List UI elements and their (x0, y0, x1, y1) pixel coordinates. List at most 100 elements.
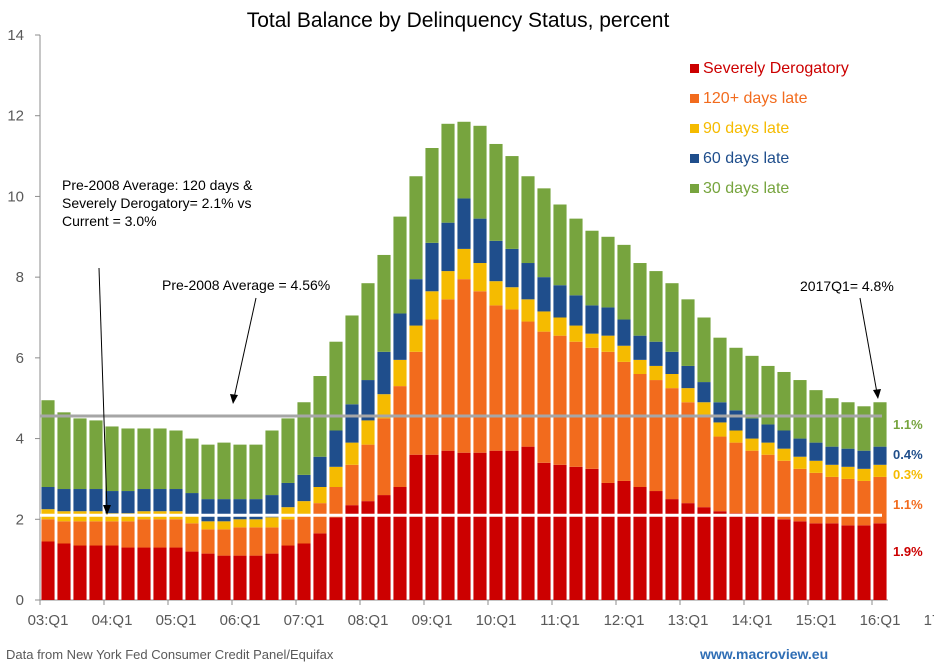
bar-segment-severely-derogatory (425, 454, 439, 600)
bar-segment-60-days-late (585, 305, 599, 334)
y-tick-label: 12 (7, 108, 24, 125)
bar-segment-120-days-late (729, 442, 743, 514)
bar-segment-90-days-late (249, 519, 263, 528)
bar-segment-severely-derogatory (233, 555, 247, 600)
bar-segment-90-days-late (265, 517, 279, 528)
bar-segment-90-days-late (329, 466, 343, 487)
y-tick-label: 6 (16, 350, 24, 367)
bar-segment-30-days-late (249, 444, 263, 500)
bar-segment-90-days-late (681, 388, 695, 403)
bar-segment-severely-derogatory (169, 547, 183, 600)
bar-segment-30-days-late (361, 283, 375, 381)
bar-segment-30-days-late (425, 148, 439, 243)
bar-segment-30-days-late (169, 430, 183, 490)
bar-segment-60-days-late (457, 198, 471, 249)
bar-segment-30-days-late (537, 188, 551, 278)
bar-segment-60-days-late (377, 351, 391, 395)
bar-segment-60-days-late (73, 489, 87, 512)
bar-segment-severely-derogatory (457, 452, 471, 600)
bar-segment-severely-derogatory (745, 513, 759, 600)
bar-segment-30-days-late (617, 244, 631, 320)
bar-segment-severely-derogatory (41, 541, 55, 600)
y-tick-label: 8 (16, 269, 24, 286)
footer-website[interactable]: www.macroview.eu (699, 646, 828, 662)
bar-segment-30-days-late (729, 347, 743, 411)
bar-segment-120-days-late (297, 515, 311, 544)
bar-segment-120-days-late (409, 351, 423, 455)
bar-segment-30-days-late (297, 402, 311, 475)
bar-segment-60-days-late (281, 482, 295, 508)
bar-segment-30-days-late (185, 438, 199, 494)
bar-segment-120-days-late (857, 480, 871, 526)
annotation-arrows (98, 267, 881, 515)
bar-segment-60-days-late (537, 277, 551, 312)
bar-segment-120-days-late (841, 478, 855, 526)
end-label: 0.3% (893, 467, 923, 482)
bar-segment-120-days-late (377, 418, 391, 496)
x-tick-label: 15:Q1 (796, 612, 837, 629)
bar-segment-severely-derogatory (121, 547, 135, 600)
bar-segment-30-days-late (329, 341, 343, 431)
bar-segment-60-days-late (121, 491, 135, 514)
bar-segment-60-days-late (649, 341, 663, 366)
x-tick-label: 12:Q1 (604, 612, 645, 629)
bar-segment-30-days-late (105, 426, 119, 492)
bar-segment-60-days-late (809, 442, 823, 461)
bar-segment-60-days-late (601, 307, 615, 336)
bar-segment-120-days-late (793, 468, 807, 522)
bar-segment-severely-derogatory (217, 555, 231, 600)
bar-segment-60-days-late (505, 248, 519, 288)
bar-segment-severely-derogatory (585, 468, 599, 600)
bar-segment-severely-derogatory (313, 533, 327, 600)
bar-segment-30-days-late (697, 317, 711, 383)
y-tick-label: 14 (7, 27, 24, 44)
bar-segment-30-days-late (265, 430, 279, 496)
bar-segment-90-days-late (377, 394, 391, 419)
annotation-latest: 2017Q1= 4.8% (800, 278, 894, 294)
bar-segment-severely-derogatory (857, 525, 871, 600)
bar-segment-severely-derogatory (649, 491, 663, 600)
legend-label: 90 days late (703, 120, 789, 137)
bar-segment-severely-derogatory (761, 515, 775, 600)
bars-layer (41, 121, 887, 601)
bar-segment-90-days-late (857, 468, 871, 481)
bar-segment-90-days-late (281, 507, 295, 520)
bar-segment-120-days-late (521, 321, 535, 447)
bar-segment-120-days-late (361, 444, 375, 502)
bar-segment-severely-derogatory (505, 450, 519, 600)
bar-segment-30-days-late (521, 176, 535, 264)
bar-segment-90-days-late (729, 430, 743, 443)
bar-segment-60-days-late (553, 285, 567, 318)
bar-segment-120-days-late (185, 523, 199, 552)
bar-segment-severely-derogatory (137, 547, 151, 600)
bar-segment-120-days-late (249, 527, 263, 556)
bar-segment-60-days-late (217, 499, 231, 522)
bar-segment-90-days-late (745, 438, 759, 451)
bar-segment-90-days-late (489, 281, 503, 306)
legend-swatch (690, 154, 699, 163)
bar-segment-90-days-late (121, 513, 135, 522)
bar-segment-60-days-late (265, 495, 279, 518)
bar-segment-120-days-late (873, 476, 887, 524)
y-tick-label: 0 (16, 592, 24, 609)
bar-segment-30-days-late (761, 365, 775, 425)
bar-segment-30-days-late (489, 143, 503, 241)
bar-segment-90-days-late (649, 365, 663, 381)
bar-segment-severely-derogatory (537, 462, 551, 600)
bar-segment-120-days-late (265, 527, 279, 554)
bar-segment-severely-derogatory (601, 482, 615, 600)
bar-segment-30-days-late (153, 428, 167, 490)
bar-segment-90-days-late (345, 442, 359, 465)
bar-segment-30-days-late (57, 412, 71, 490)
bar-segment-60-days-late (329, 430, 343, 467)
bar-segment-30-days-late (121, 428, 135, 492)
bar-segment-90-days-late (217, 521, 231, 530)
bar-segment-severely-derogatory (153, 547, 167, 600)
bar-segment-120-days-late (441, 299, 455, 451)
bar-segment-60-days-late (313, 456, 327, 487)
bar-segment-60-days-late (633, 335, 647, 360)
legend-label: 120+ days late (703, 90, 808, 107)
bar-segment-90-days-late (633, 359, 647, 375)
arrowhead-pre2008-120 (103, 505, 111, 515)
bar-segment-60-days-late (185, 493, 199, 516)
